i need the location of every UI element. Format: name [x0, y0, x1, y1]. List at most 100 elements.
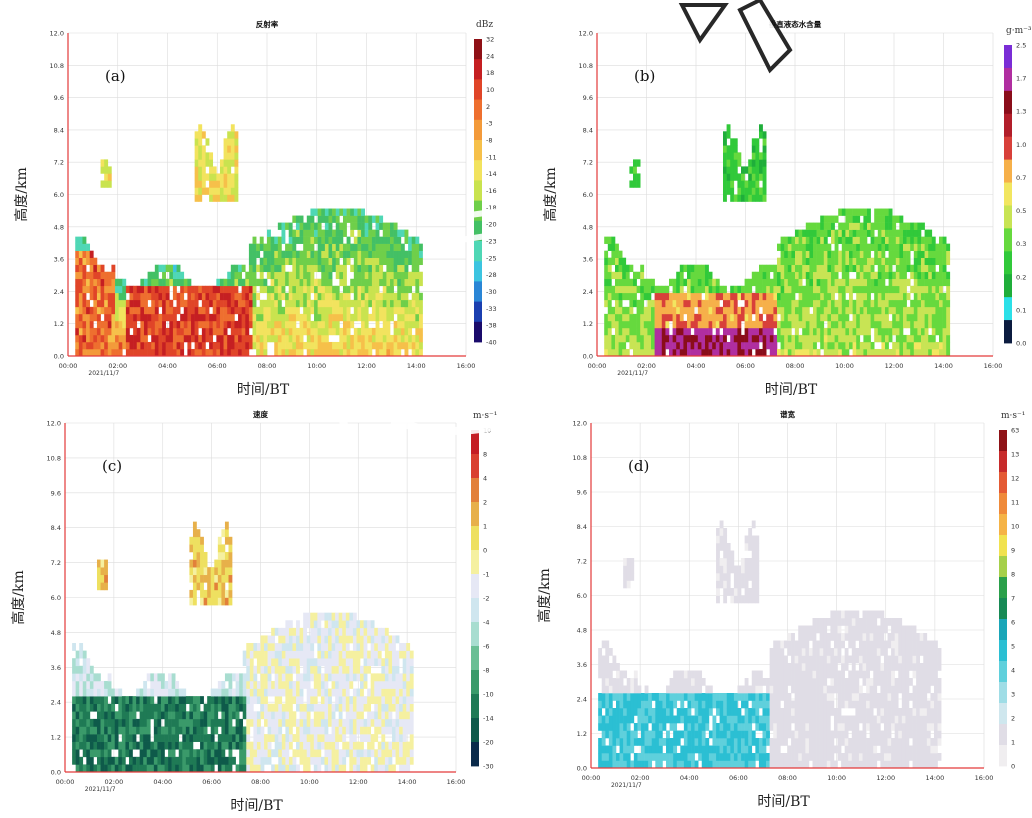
heatmap-cell — [615, 306, 619, 315]
heatmap-cell — [264, 673, 268, 682]
heatmap-cell — [762, 180, 767, 188]
heatmap-cell — [89, 764, 94, 773]
heatmap-cell — [647, 285, 652, 294]
heatmap-cell — [277, 299, 282, 308]
heatmap-cell — [299, 718, 304, 727]
heatmap-cell — [823, 222, 828, 230]
heatmap-cell — [107, 278, 112, 287]
heatmap-cell — [390, 334, 394, 343]
heatmap-cell — [248, 313, 253, 322]
heatmap-cell — [228, 574, 233, 583]
heatmap-cell — [946, 327, 951, 336]
heatmap-cell — [335, 749, 339, 758]
y-tick-label: 0.0 — [54, 353, 64, 361]
heatmap-cell — [192, 582, 197, 591]
heatmap-cell — [382, 278, 387, 287]
heatmap-cell — [762, 194, 767, 202]
heatmap-cell — [766, 334, 771, 343]
heatmap-cell — [604, 334, 609, 343]
heatmap-cell — [96, 764, 101, 773]
heatmap-cell — [364, 236, 369, 244]
heatmap-cell — [349, 650, 354, 659]
heatmap-cell — [303, 665, 307, 674]
heatmap-cell — [278, 680, 283, 689]
heatmap-cell — [849, 236, 853, 244]
heatmap-cell — [299, 292, 304, 301]
heatmap-cell — [253, 749, 258, 758]
heatmap-cell — [795, 285, 799, 294]
heatmap-cell — [619, 760, 624, 769]
heatmap-cell — [192, 734, 197, 742]
heatmap-cell — [640, 306, 645, 315]
heatmap-cell — [209, 187, 214, 195]
heatmap-cell — [107, 299, 112, 308]
heatmap-cell — [705, 299, 709, 308]
heatmap-cell — [885, 229, 889, 237]
heatmap-cell — [867, 257, 871, 266]
heatmap-cell — [780, 320, 785, 329]
heatmap-cell — [210, 749, 215, 758]
heatmap-cell — [360, 650, 364, 659]
heatmap-cell — [271, 703, 276, 712]
heatmap-cell — [661, 334, 666, 343]
heatmap-cell — [382, 334, 387, 343]
heatmap-cell — [232, 696, 236, 705]
heatmap-cell — [712, 313, 717, 322]
heatmap-cell — [393, 334, 398, 343]
heatmap-cell — [619, 715, 624, 724]
heatmap-cell — [203, 749, 208, 758]
heatmap-cell — [314, 292, 318, 301]
heatmap-cell — [185, 718, 190, 727]
heatmap-cell — [270, 327, 275, 336]
heatmap-cell — [314, 278, 318, 287]
heatmap-cell — [356, 711, 361, 720]
heatmap-cell — [845, 229, 850, 237]
heatmap-cell — [342, 208, 347, 216]
heatmap-cell — [93, 741, 98, 750]
heatmap-cell — [816, 306, 821, 315]
heatmap-cell — [345, 665, 350, 674]
heatmap-cell — [701, 313, 706, 322]
heatmap-cell — [381, 726, 386, 735]
heatmap-cell — [238, 313, 242, 322]
heatmap-cell — [132, 696, 137, 705]
heatmap-cell — [324, 620, 329, 629]
heatmap-cell — [274, 749, 279, 758]
heatmap-cell — [823, 299, 828, 308]
heatmap-cell — [679, 334, 684, 343]
colorbar-label: -8 — [486, 137, 492, 145]
heatmap-cell — [615, 292, 619, 301]
heatmap-cell — [100, 299, 105, 308]
heatmap-cell — [415, 285, 420, 294]
heatmap-cell — [146, 734, 151, 742]
heatmap-cell — [787, 271, 792, 280]
heatmap-cell — [386, 264, 391, 273]
heatmap-cell — [637, 700, 642, 709]
heatmap-cell — [845, 327, 850, 336]
heatmap-cell — [363, 703, 368, 712]
heatmap-cell — [903, 299, 907, 308]
heatmap-cell — [762, 166, 767, 174]
heatmap-cell — [207, 567, 212, 576]
heatmap-cell — [214, 756, 219, 765]
heatmap-cell — [895, 327, 900, 336]
heatmap-cell — [207, 734, 212, 742]
heatmap-cell — [313, 635, 318, 644]
heatmap-cell — [605, 723, 610, 731]
y-tick-label: 8.4 — [51, 524, 61, 532]
heatmap-cell — [651, 320, 655, 329]
heatmap-cell — [154, 264, 159, 273]
heatmap-cell — [802, 320, 807, 329]
heatmap-cell — [654, 299, 659, 308]
heatmap-cell — [154, 271, 159, 280]
heatmap-cell — [75, 756, 80, 765]
heatmap-cell — [607, 278, 612, 287]
heatmap-cell — [264, 741, 268, 750]
heatmap-cell — [176, 264, 181, 273]
heatmap-cell — [921, 271, 925, 280]
heatmap-cell — [246, 643, 251, 651]
heatmap-cell — [221, 567, 226, 576]
heatmap-cell — [813, 334, 817, 343]
heatmap-cell — [831, 313, 835, 322]
y-tick-label: 7.2 — [51, 559, 61, 567]
